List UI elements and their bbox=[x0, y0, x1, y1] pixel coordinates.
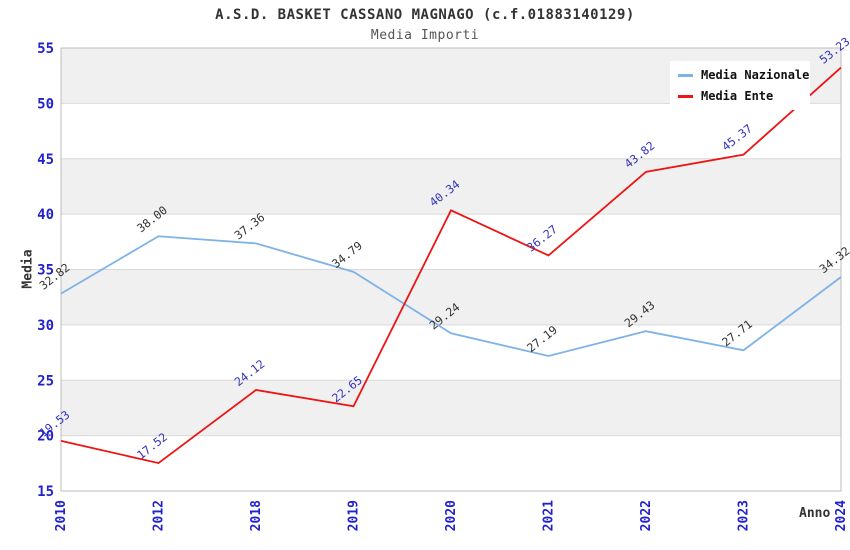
x-tick-label: 2019 bbox=[347, 500, 362, 531]
line-swatch-nazionale-icon bbox=[678, 73, 693, 77]
legend-label-media-ente: Media Ente bbox=[701, 89, 774, 103]
plot-band bbox=[61, 380, 841, 436]
x-tick-label: 2022 bbox=[639, 500, 654, 531]
y-tick-label: 35 bbox=[37, 263, 54, 279]
y-tick-label: 30 bbox=[37, 318, 54, 334]
legend-item-media-ente: Media Ente bbox=[678, 89, 802, 103]
plot-band bbox=[61, 214, 841, 270]
chart-title: A.S.D. BASKET CASSANO MAGNAGO (c.f.01883… bbox=[215, 7, 635, 23]
x-tick-label: 2023 bbox=[737, 500, 752, 531]
y-tick-label: 50 bbox=[37, 96, 54, 112]
plot-band bbox=[61, 158, 841, 215]
y-axis-title: Media bbox=[20, 249, 36, 289]
x-tick-label: 2010 bbox=[54, 500, 69, 531]
y-tick-label: 25 bbox=[37, 373, 54, 389]
x-axis-title: Anno bbox=[799, 506, 831, 521]
y-tick-label: 40 bbox=[37, 207, 54, 223]
x-tick-label: 2024 bbox=[834, 500, 849, 531]
x-tick-label: 2021 bbox=[542, 500, 557, 531]
x-tick-label: 2018 bbox=[249, 500, 264, 531]
y-tick-label: 20 bbox=[37, 429, 54, 445]
plot-band bbox=[61, 103, 841, 159]
plot-band bbox=[61, 269, 841, 325]
legend-item-media-nazionale: Media Nazionale bbox=[678, 68, 809, 82]
plot-border bbox=[60, 47, 842, 492]
x-tick-label: 2020 bbox=[444, 500, 459, 531]
y-tick-label: 45 bbox=[37, 152, 54, 168]
plot-band bbox=[61, 435, 841, 491]
line-swatch-ente-icon bbox=[678, 94, 693, 98]
legend-label-media-nazionale: Media Nazionale bbox=[701, 68, 810, 82]
x-tick-label: 2012 bbox=[152, 500, 167, 531]
y-tick-label: 55 bbox=[37, 41, 54, 57]
series-line-media-nazionale bbox=[60, 235, 842, 357]
series-line-media-ente bbox=[60, 66, 842, 465]
y-tick-label: 15 bbox=[37, 484, 54, 500]
legend: Media Nazionale Media Ente bbox=[670, 61, 810, 110]
chart-subtitle: Media Importi bbox=[370, 28, 480, 43]
